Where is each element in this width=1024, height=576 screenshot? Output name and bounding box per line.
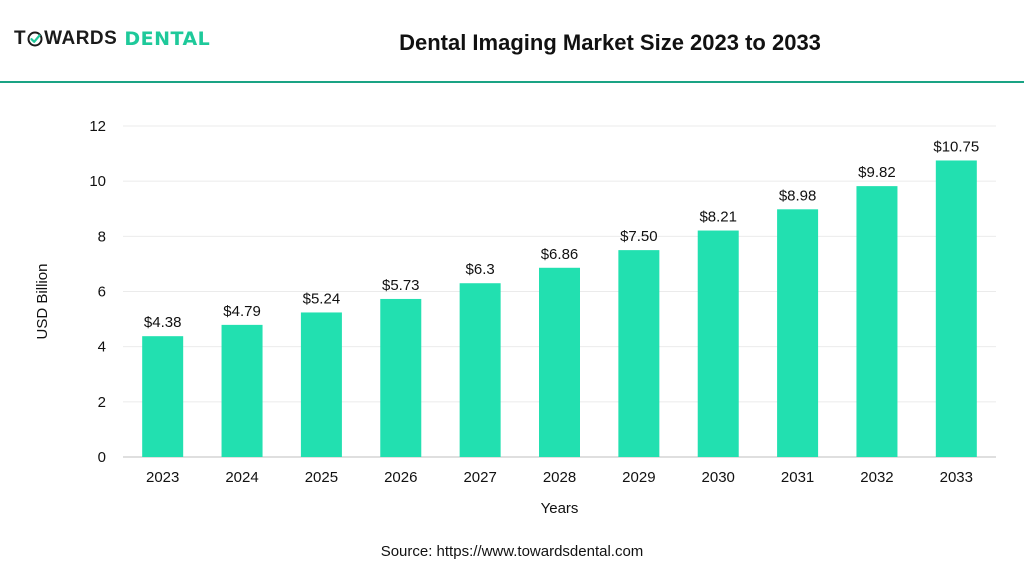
source-note: Source: https://www.towardsdental.com xyxy=(380,543,644,560)
bar xyxy=(697,230,739,457)
x-tick-label: 2023 xyxy=(146,469,179,486)
x-tick-label: 2031 xyxy=(781,469,814,486)
x-axis-label: Years xyxy=(541,500,579,517)
y-axis-label: USD Billion xyxy=(34,264,51,340)
bar xyxy=(856,186,898,458)
chart-title: Dental Imaging Market Size 2023 to 2033 xyxy=(399,30,821,55)
bar xyxy=(380,298,422,457)
data-label: $8.98 xyxy=(779,187,817,204)
data-label: $8.21 xyxy=(699,209,737,226)
x-tick-label: 2030 xyxy=(702,469,735,486)
bars xyxy=(142,160,977,458)
x-tick-label: 2025 xyxy=(305,469,338,486)
x-tick-label: 2032 xyxy=(860,469,893,486)
data-label: $4.79 xyxy=(223,303,261,320)
x-tick-label: 2027 xyxy=(463,469,496,486)
bar xyxy=(618,250,660,457)
y-tick-label: 8 xyxy=(98,228,106,245)
data-label: $5.73 xyxy=(382,277,420,294)
x-tick-label: 2028 xyxy=(543,469,576,486)
data-label: $10.75 xyxy=(933,138,979,155)
data-label: $6.3 xyxy=(466,261,495,278)
data-label: $4.38 xyxy=(144,314,182,331)
data-label: $5.24 xyxy=(303,290,341,307)
x-axis-ticks: 2023 2024 2025 2026 2027 2028 2029 2030 2031 2032… xyxy=(146,469,973,486)
bar xyxy=(300,312,342,457)
data-label: $6.86 xyxy=(541,246,579,263)
tooth-check-icon xyxy=(27,31,43,47)
bar xyxy=(777,209,819,457)
x-tick-label: 2026 xyxy=(384,469,417,486)
brand-name-accent: DENTAL xyxy=(124,28,211,50)
brand-name-rest: WARDS xyxy=(44,28,118,49)
data-labels: $4.38 $4.79 $5.24 $5.73 $6.3 $6.86 $7.50 $8.21 $… xyxy=(144,138,979,331)
header-divider xyxy=(0,81,1024,83)
x-tick-label: 2029 xyxy=(622,469,655,486)
bar xyxy=(221,324,263,457)
y-tick-label: 10 xyxy=(89,173,106,190)
data-label: $9.82 xyxy=(858,164,896,181)
x-tick-label: 2024 xyxy=(225,469,258,486)
y-tick-label: 4 xyxy=(98,339,106,356)
bar xyxy=(935,160,977,457)
y-tick-label: 12 xyxy=(89,118,106,135)
brand-name-first: T xyxy=(14,28,27,49)
bar xyxy=(459,283,501,457)
bar xyxy=(539,267,580,457)
bar xyxy=(142,336,184,457)
data-label: $7.50 xyxy=(620,228,658,245)
y-tick-label: 0 xyxy=(98,449,106,466)
y-axis-ticks: 0 2 4 6 8 10 12 xyxy=(89,118,106,466)
y-tick-label: 2 xyxy=(98,394,106,411)
brand-logo: T WARDS DENTAL xyxy=(14,28,210,50)
y-tick-label: 6 xyxy=(98,284,106,301)
x-tick-label: 2033 xyxy=(940,469,973,486)
